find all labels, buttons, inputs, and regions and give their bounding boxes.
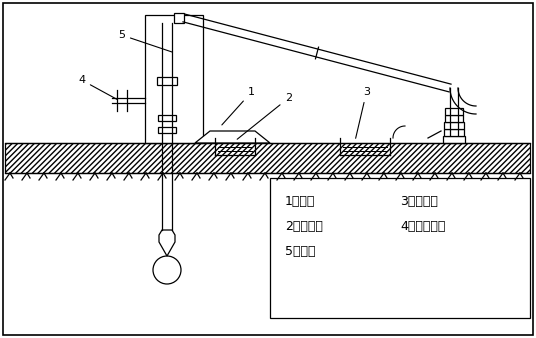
Polygon shape — [157, 77, 177, 85]
Polygon shape — [270, 178, 530, 318]
Text: 5、钻机: 5、钻机 — [285, 245, 316, 258]
Text: 5: 5 — [118, 30, 173, 52]
Polygon shape — [195, 131, 270, 143]
Polygon shape — [158, 115, 176, 121]
Polygon shape — [445, 108, 463, 115]
Text: 4、工作平台: 4、工作平台 — [400, 220, 445, 233]
Text: 4: 4 — [78, 75, 117, 100]
Text: 1、土台: 1、土台 — [285, 195, 315, 208]
Text: 1: 1 — [222, 87, 255, 125]
Polygon shape — [445, 115, 463, 122]
Text: 2: 2 — [237, 93, 292, 139]
Polygon shape — [145, 15, 203, 143]
Polygon shape — [444, 122, 464, 129]
Polygon shape — [443, 136, 465, 143]
Polygon shape — [159, 230, 175, 256]
Polygon shape — [5, 143, 530, 173]
Text: 3、沉淀池: 3、沉淀池 — [400, 195, 438, 208]
Polygon shape — [444, 129, 465, 136]
Text: 2、储浆池: 2、储浆池 — [285, 220, 323, 233]
Polygon shape — [158, 127, 176, 133]
Text: 3: 3 — [355, 87, 370, 138]
Polygon shape — [174, 13, 184, 23]
